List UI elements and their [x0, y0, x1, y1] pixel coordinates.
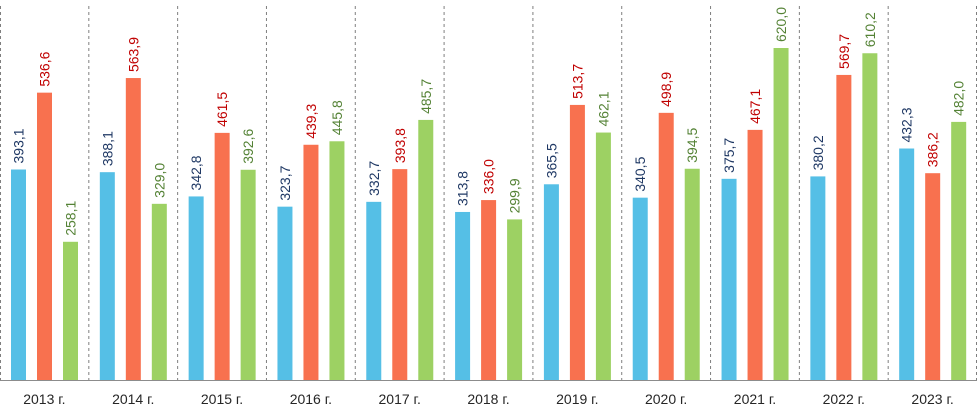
- value-label-series-3: 394,5: [684, 128, 700, 163]
- bar-series-1: [366, 201, 382, 380]
- value-label-series-3: 462,1: [595, 91, 611, 126]
- value-label-series-3: 445,8: [329, 100, 345, 135]
- value-label-series-2: 467,1: [747, 89, 763, 124]
- bar-series-3: [862, 53, 878, 380]
- value-label-series-1: 380,2: [810, 135, 826, 170]
- bar-series-1: [277, 206, 293, 380]
- bar-series-3: [63, 241, 78, 380]
- bar-series-3: [773, 48, 789, 380]
- value-label-series-2: 439,3: [303, 104, 319, 139]
- bar-series-1: [543, 184, 559, 380]
- bar-series-2: [569, 104, 585, 380]
- bar-series-3: [329, 141, 345, 380]
- bar-series-2: [925, 173, 941, 380]
- bar-series-2: [836, 74, 852, 380]
- bar-series-1: [632, 197, 648, 380]
- value-label-series-3: 258,1: [63, 201, 79, 236]
- value-label-series-2: 569,7: [836, 34, 852, 69]
- bar-series-1: [99, 172, 115, 380]
- value-label-series-3: 392,6: [240, 129, 256, 164]
- category-label: 2019 г.: [556, 391, 598, 407]
- bar-series-2: [481, 200, 497, 380]
- value-label-series-1: 375,7: [721, 138, 737, 173]
- value-label-series-3: 299,9: [507, 178, 523, 213]
- value-label-series-3: 620,0: [773, 7, 789, 42]
- category-label: 2016 г.: [290, 391, 332, 407]
- value-label-series-2: 498,9: [658, 72, 674, 107]
- value-label-series-1: 340,5: [632, 156, 648, 191]
- category-label: 2022 г.: [823, 391, 865, 407]
- category-label: 2015 г.: [201, 391, 243, 407]
- bar-series-2: [125, 78, 141, 380]
- category-label: 2017 г.: [379, 391, 421, 407]
- value-label-series-1: 365,5: [543, 143, 559, 178]
- category-labels: 2013 г. 2014 г. 2015 г. 2016 г. 2017 г. 2018 …: [23, 391, 954, 407]
- category-label: 2020 г.: [645, 391, 687, 407]
- bar-series-1: [810, 176, 826, 380]
- bar-series-3: [240, 169, 256, 380]
- category-label: 2013 г.: [23, 391, 65, 407]
- value-label-series-1: 313,8: [455, 171, 471, 206]
- bar-series-1: [11, 169, 26, 380]
- value-label-series-2: 563,9: [125, 37, 141, 72]
- value-label-series-2: 461,5: [214, 92, 230, 127]
- bar-series-2: [747, 129, 763, 380]
- value-label-series-1: 388,1: [99, 131, 115, 166]
- value-label-series-3: 482,0: [951, 81, 967, 116]
- value-label-series-2: 386,2: [925, 132, 941, 167]
- value-label-series-2: 336,0: [481, 159, 497, 194]
- bar-series-3: [507, 219, 523, 380]
- bar-series-1: [188, 196, 204, 380]
- bar-series-3: [684, 168, 700, 380]
- value-label-series-1: 342,8: [188, 155, 204, 190]
- value-label-series-3: 329,0: [151, 163, 167, 198]
- value-labels: 393,1 536,6 258,1 388,1 563,9 329,0 342,8 461,5…: [11, 7, 967, 236]
- bar-series-2: [392, 169, 408, 380]
- category-label: 2023 г.: [911, 391, 953, 407]
- bar-series-1: [899, 148, 915, 380]
- bar-series-3: [418, 119, 434, 381]
- category-label: 2021 г.: [734, 391, 776, 407]
- bars: [11, 48, 967, 381]
- bar-series-1: [455, 211, 471, 380]
- bar-series-2: [303, 144, 319, 380]
- bar-series-3: [951, 121, 967, 380]
- bar-series-2: [658, 112, 674, 380]
- value-label-series-1: 393,1: [11, 128, 27, 163]
- value-label-series-3: 610,2: [862, 12, 878, 47]
- value-label-series-2: 393,8: [392, 128, 408, 163]
- value-label-series-2: 513,7: [569, 64, 585, 99]
- bar-series-3: [151, 203, 167, 380]
- category-separators: [0, 6, 977, 380]
- value-label-series-1: 432,3: [899, 107, 915, 142]
- category-label: 2018 г.: [467, 391, 509, 407]
- bar-series-2: [214, 132, 230, 380]
- category-label: 2014 г.: [112, 391, 154, 407]
- value-label-series-2: 536,6: [37, 51, 53, 86]
- bar-series-1: [721, 178, 737, 380]
- bar-series-3: [595, 132, 611, 380]
- value-label-series-3: 485,7: [418, 79, 434, 114]
- value-label-series-1: 323,7: [277, 165, 293, 200]
- bar-series-2: [37, 92, 52, 380]
- value-label-series-1: 332,7: [366, 161, 382, 196]
